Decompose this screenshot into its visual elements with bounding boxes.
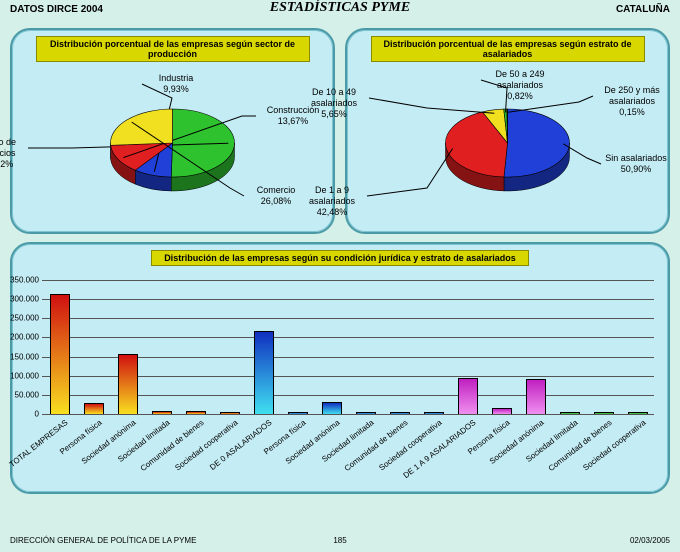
- pie1-chart: Resto de servicios50,32%Industria9,93%Co…: [12, 78, 333, 224]
- y-tick-label: 350.000: [10, 276, 42, 285]
- pie-label: Sin asalariados50,90%: [605, 153, 667, 175]
- bar: [50, 294, 70, 414]
- bar: [152, 411, 172, 414]
- bar: [594, 412, 614, 414]
- bar: [254, 331, 274, 414]
- y-tick-label: 50.000: [15, 390, 42, 399]
- bar: [356, 412, 376, 414]
- pie2-title: Distribución porcentual de las empresas …: [371, 36, 645, 62]
- y-tick-label: 250.000: [10, 314, 42, 323]
- bar-panel: Distribución de las empresas según su co…: [10, 242, 670, 494]
- bar-chart: 050.000100.000150.000200.000250.000300.0…: [42, 280, 654, 482]
- bar: [492, 408, 512, 414]
- bar: [458, 378, 478, 414]
- barchart-title: Distribución de las empresas según su co…: [151, 250, 529, 266]
- pie-label: De 10 a 49 asalariados5,65%: [299, 87, 369, 120]
- pie-panel-sector: Distribución porcentual de las empresas …: [10, 28, 335, 234]
- bar: [118, 354, 138, 414]
- bar: [322, 402, 342, 414]
- bar: [288, 412, 308, 414]
- y-tick-label: 100.000: [10, 371, 42, 380]
- bar: [220, 412, 240, 414]
- footer: DIRECCIÓN GENERAL DE POLÍTICA DE LA PYME…: [0, 536, 680, 550]
- bar: [84, 403, 104, 414]
- bar: [628, 412, 648, 414]
- pie-label: De 250 y más asalariados0,15%: [597, 85, 667, 118]
- footer-page: 185: [0, 536, 680, 545]
- footer-date: 02/03/2005: [630, 536, 670, 545]
- pie-label: De 50 a 249 asalariados0,82%: [485, 69, 555, 102]
- bar: [424, 412, 444, 414]
- bar: [186, 411, 206, 414]
- bar: [526, 379, 546, 414]
- y-tick-label: 200.000: [10, 333, 42, 342]
- bar: [390, 412, 410, 414]
- pie-label: Comercio26,08%: [248, 185, 304, 207]
- pie2-chart: Sin asalariados50,90%De 1 a 9 asalariado…: [347, 78, 668, 224]
- y-tick-label: 300.000: [10, 295, 42, 304]
- pie-label: Industria9,93%: [146, 73, 206, 95]
- page-title: ESTADÍSTICAS PYME: [0, 0, 680, 16]
- pie-label: Resto de servicios50,32%: [0, 137, 28, 170]
- y-tick-label: 0: [35, 410, 42, 419]
- pie-label: De 1 a 9 asalariados42,48%: [297, 185, 367, 218]
- header-right: CATALUÑA: [616, 4, 670, 15]
- pie-panel-estrato: Distribución porcentual de las empresas …: [345, 28, 670, 234]
- header: DATOS DIRCE 2004 ESTADÍSTICAS PYME CATAL…: [0, 0, 680, 24]
- y-tick-label: 150.000: [10, 352, 42, 361]
- pie1-title: Distribución porcentual de las empresas …: [36, 36, 310, 62]
- bar: [560, 412, 580, 414]
- pie-slice: [111, 109, 173, 145]
